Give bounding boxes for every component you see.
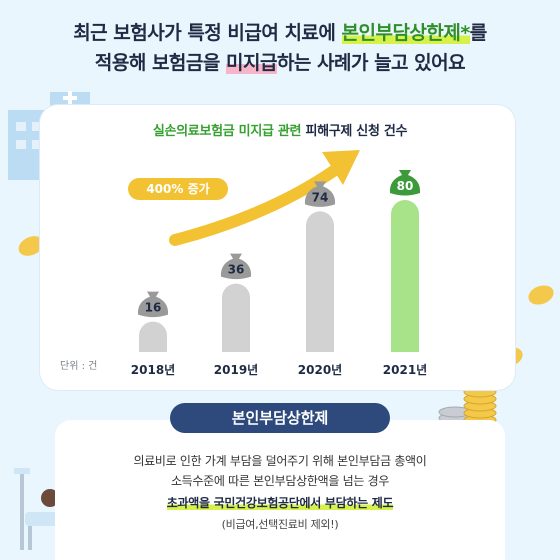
chart-title-part-2: 피해구제 신청 건수 xyxy=(305,124,408,139)
bar-2019년 xyxy=(222,283,250,352)
data-label: 16 xyxy=(145,301,162,315)
bar-2020년 xyxy=(306,211,334,352)
chart-title-part-1: 실손의료보험금 미지급 관련 xyxy=(152,124,306,139)
headline-highlight-term: 본인부담상한제* xyxy=(341,22,470,44)
data-label: 74 xyxy=(312,190,329,204)
unit-label: 단위 : 건 xyxy=(60,361,98,372)
x-tick-label: 2019년 xyxy=(214,363,258,377)
data-label: 80 xyxy=(397,179,414,193)
x-tick-label: 2020년 xyxy=(298,363,342,377)
headline: 최근 보험사가 특정 비급여 치료에 본인부담상한제*를 적용해 보험금을 미지… xyxy=(0,18,560,78)
definition-card xyxy=(55,420,505,560)
growth-arrow xyxy=(169,164,341,246)
data-label: 36 xyxy=(228,263,245,277)
money-bag-icon xyxy=(304,181,336,207)
headline-highlight-unpaid: 미지급 xyxy=(225,52,277,74)
money-bag-icon xyxy=(137,291,169,318)
definition-title: 본인부담상한제 xyxy=(170,403,390,433)
headline-text: 를 xyxy=(469,22,487,44)
headline-line-2: 적용해 보험금을 미지급하는 사례가 늘고 있어요 xyxy=(0,48,560,78)
headline-text: 최근 보험사가 특정 비급여 치료에 xyxy=(73,22,342,44)
definition-line-2: 소득수준에 따른 본인부담상한액을 넘는 경우 xyxy=(170,474,390,488)
headline-text: 적용해 보험금을 xyxy=(94,52,226,74)
chart-panel xyxy=(40,105,515,390)
growth-badge: 400% 증가 xyxy=(128,178,228,200)
bar-2018년 xyxy=(139,321,167,352)
money-bag-icon xyxy=(389,170,421,196)
x-tick-label: 2018년 xyxy=(131,363,175,377)
definition-line-3: 초과액을 국민건강보험공단에서 부담하는 제도 xyxy=(0,494,560,511)
definition-line-1: 의료비로 인한 가계 부담을 덜어주기 위해 본인부담금 총액이 xyxy=(133,454,427,468)
growth-arrow-head xyxy=(322,150,360,185)
money-bag-icon xyxy=(220,253,252,280)
bar-2021년 xyxy=(391,200,419,352)
chart-title: 실손의료보험금 미지급 관련 피해구제 신청 건수 xyxy=(0,120,560,139)
definition-line-4: (비급여,선택진료비 제외!) xyxy=(221,518,339,531)
headline-text: 하는 사례가 늘고 있어요 xyxy=(276,52,466,74)
definition-line-3-text: 초과액을 국민건강보험공단에서 부담하는 제도 xyxy=(166,496,394,510)
x-tick-label: 2021년 xyxy=(383,363,427,377)
headline-line-1: 최근 보험사가 특정 비급여 치료에 본인부담상한제*를 xyxy=(0,18,560,48)
